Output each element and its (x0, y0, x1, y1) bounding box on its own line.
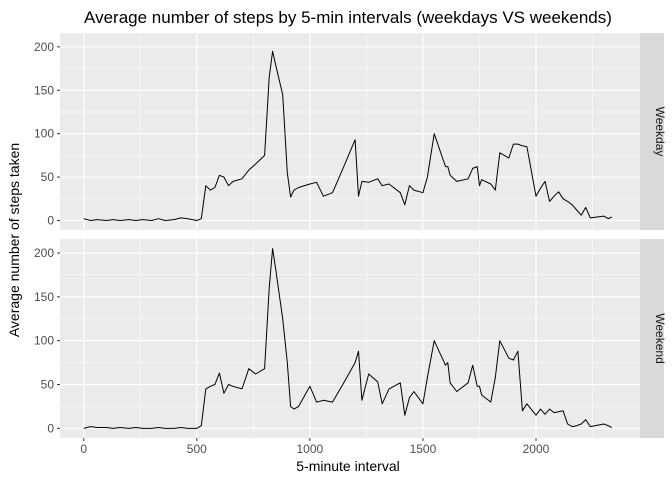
y-tick-label: 100 (34, 127, 54, 141)
x-tick-label: 2000 (523, 442, 550, 456)
x-tick-label: 0 (80, 442, 87, 456)
y-tick-label: 150 (34, 83, 54, 97)
x-axis-title: 5-minute interval (296, 458, 400, 474)
y-tick-label: 0 (47, 213, 54, 227)
y-tick-label: 0 (47, 421, 54, 435)
facet-strip-weekday (640, 33, 664, 230)
panels: 0 50 100 150 200 Weekday 0 50 100 150 200 Weekend 0 5… (34, 33, 667, 456)
chart-title: Average number of steps by 5-min interva… (84, 8, 612, 27)
y-tick-label: 200 (34, 40, 54, 54)
panel-background-weekend (60, 239, 640, 438)
y-tick-label: 50 (41, 170, 55, 184)
series-line-weekday (83, 50, 612, 221)
y-tick-label: 150 (34, 290, 54, 304)
facet-strip-weekend (640, 239, 664, 438)
panel-background-weekday (60, 33, 640, 230)
series-line-weekend (83, 248, 612, 429)
y-tick-label: 50 (41, 378, 55, 392)
x-tick-label: 1500 (410, 442, 437, 456)
x-tick-label: 1000 (297, 442, 324, 456)
x-tick-label: 500 (187, 442, 207, 456)
facet-strip-label-weekday: Weekday (653, 107, 667, 157)
facet-strip-label-weekend: Weekend (653, 313, 667, 363)
y-tick-label: 200 (34, 246, 54, 260)
y-axis-title: Average number of steps taken (6, 143, 22, 337)
y-tick-label: 100 (34, 334, 54, 348)
